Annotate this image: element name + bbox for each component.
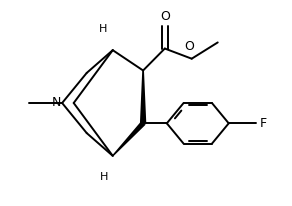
Text: N: N bbox=[51, 96, 61, 110]
Polygon shape bbox=[140, 70, 146, 123]
Text: O: O bbox=[160, 10, 170, 23]
Text: H: H bbox=[100, 172, 108, 182]
Text: O: O bbox=[184, 40, 194, 53]
Text: F: F bbox=[259, 117, 267, 130]
Polygon shape bbox=[112, 122, 146, 156]
Text: H: H bbox=[99, 24, 107, 34]
